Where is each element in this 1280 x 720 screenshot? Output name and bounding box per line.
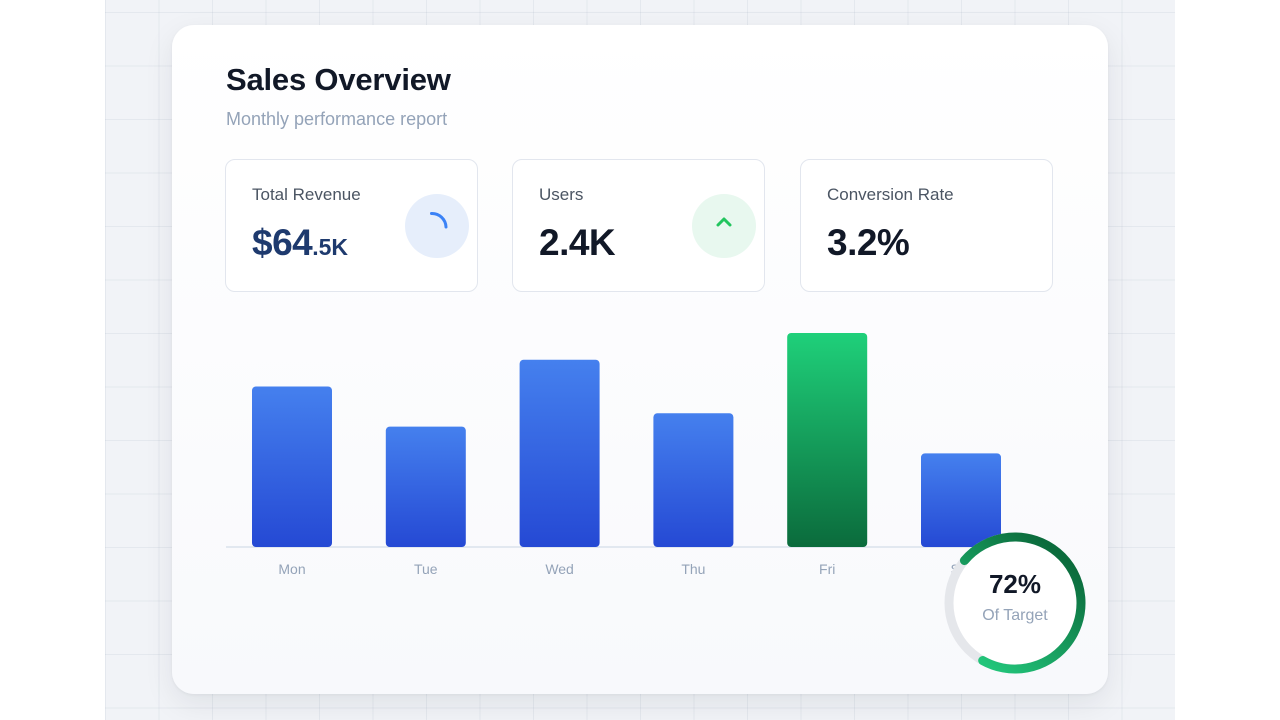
page-title: Sales Overview bbox=[226, 62, 451, 97]
bar-thu[interactable] bbox=[653, 413, 734, 547]
chevron-up-icon bbox=[692, 194, 756, 258]
stat-value: 2.4K bbox=[539, 222, 616, 263]
stat-card-users[interactable]: Users 2.4K bbox=[512, 159, 765, 292]
bar-wed[interactable] bbox=[519, 359, 600, 547]
bar-fri[interactable] bbox=[787, 333, 868, 547]
x-tick-label-thu: Thu bbox=[681, 561, 705, 577]
stat-label: Total Revenue bbox=[252, 185, 361, 204]
stat-label: Conversion Rate bbox=[827, 185, 954, 204]
target-label: Of Target bbox=[982, 607, 1048, 624]
x-tick-label-wed: Wed bbox=[545, 561, 574, 577]
bar-sat[interactable] bbox=[921, 453, 1001, 547]
bar-tue[interactable] bbox=[385, 426, 466, 547]
x-tick-label-fri: Fri bbox=[819, 561, 835, 577]
x-tick-label-tue: Tue bbox=[414, 561, 438, 577]
stat-card-total-revenue[interactable]: Total Revenue $64.5K bbox=[225, 159, 478, 292]
stat-card-conversion-rate[interactable]: Conversion Rate 3.2% bbox=[800, 159, 1053, 292]
daily-sales-bar-chart: MonTueWedThuFriSat bbox=[226, 333, 1012, 577]
stat-value: $64.5K bbox=[252, 222, 348, 264]
stat-value-suffix: .5K bbox=[312, 234, 349, 260]
bar-mon[interactable] bbox=[252, 386, 332, 548]
page-subtitle: Monthly performance report bbox=[226, 109, 448, 129]
sales-overview-card: Sales Overview Monthly performance repor… bbox=[172, 25, 1108, 694]
stat-value-main: $64 bbox=[252, 222, 313, 263]
loading-spinner-icon bbox=[405, 194, 469, 258]
target-progress-ring: 72% Of Target bbox=[940, 528, 1090, 678]
x-tick-label-mon: Mon bbox=[278, 561, 305, 577]
target-percentage: 72% bbox=[988, 569, 1042, 599]
stat-value: 3.2% bbox=[827, 222, 910, 263]
stat-label: Users bbox=[539, 185, 584, 204]
ring-fill bbox=[944, 532, 1086, 674]
